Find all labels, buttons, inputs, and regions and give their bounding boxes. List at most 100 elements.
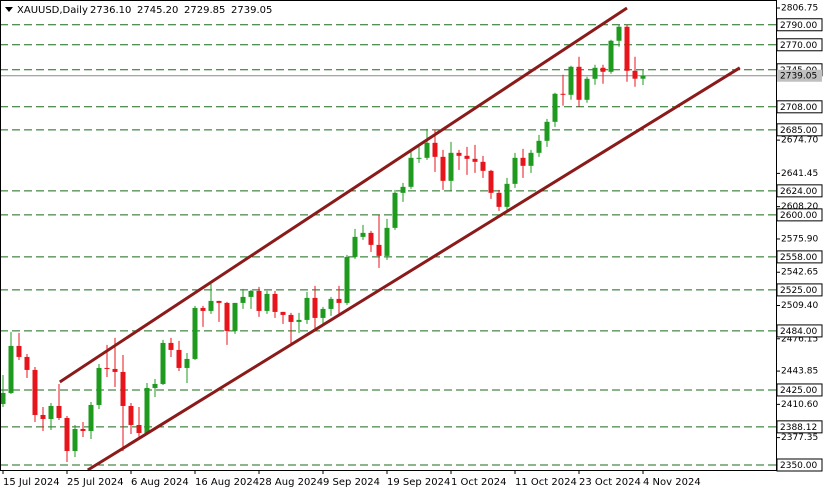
candle-body (120, 371, 126, 406)
x-tick-label: 4 Nov 2024 (643, 477, 701, 488)
level-label-box (776, 18, 823, 32)
trend-line (87, 66, 741, 472)
level-label-box (776, 250, 823, 264)
level-label: 2708.00 (780, 103, 817, 113)
level-label: 2600.00 (780, 211, 817, 221)
x-tick-label: 6 Aug 2024 (131, 477, 189, 488)
candle-body (128, 405, 134, 425)
candle-body (312, 297, 318, 318)
candle-body (528, 152, 534, 166)
candle-body (80, 428, 86, 431)
x-tick-label: 25 Jul 2024 (67, 477, 124, 488)
candle-body (72, 428, 78, 451)
candle-body (424, 142, 430, 158)
candle-body (56, 405, 62, 418)
candle-body (280, 311, 286, 315)
candle-body (488, 170, 494, 193)
y-tick-label: 2641.45 (781, 169, 818, 179)
candle-body (464, 155, 470, 159)
level-label-box (776, 38, 823, 52)
x-tick-label: 16 Aug 2024 (195, 477, 259, 488)
candle-body (208, 300, 214, 311)
x-tick-label: 19 Sep 2024 (387, 477, 450, 488)
candle-body (552, 93, 558, 122)
level-label-box (776, 283, 823, 297)
level-label-box (776, 420, 823, 434)
x-tick-label: 11 Oct 2024 (515, 477, 577, 488)
level-label-box (776, 184, 823, 198)
candle-body (32, 369, 38, 415)
candle-body (112, 368, 118, 372)
candle-body (288, 314, 294, 322)
candle-body (576, 66, 582, 100)
current-price-label: 2739.05 (780, 72, 817, 82)
ohlc-label: 2729.85 (184, 5, 225, 16)
y-tick-label: 2443.85 (781, 367, 818, 377)
candle-body (368, 232, 374, 245)
candle-body (0, 392, 6, 404)
x-tick-label: 1 Oct 2024 (451, 477, 506, 488)
candle-body (136, 424, 142, 433)
candle-body (632, 70, 638, 79)
candle-body (608, 40, 614, 72)
candle-body (232, 302, 238, 331)
candle-body (400, 186, 406, 193)
level-label-box (776, 383, 823, 397)
level-label: 2425.00 (780, 386, 817, 396)
candle-body (520, 157, 526, 166)
candle-body (48, 405, 54, 419)
candle-body (568, 66, 574, 95)
candle-body (512, 157, 518, 184)
candle-body (336, 298, 342, 303)
x-tick-label: 28 Aug 2024 (259, 477, 323, 488)
y-tick-label: 2509.40 (781, 301, 818, 311)
candle-body (248, 290, 254, 297)
candle-body (496, 192, 502, 207)
x-tick-label: 23 Oct 2024 (579, 477, 641, 488)
y-tick-label: 2377.35 (781, 433, 818, 443)
candle-body (408, 157, 414, 187)
level-label: 2525.00 (780, 286, 817, 296)
candle-body (616, 26, 622, 41)
level-label: 2350.00 (780, 461, 817, 471)
level-label-box (776, 208, 823, 222)
y-tick-label: 2575.90 (781, 234, 818, 244)
y-tick-label: 2410.60 (781, 400, 818, 410)
level-label: 2770.00 (780, 41, 817, 51)
candle-body (504, 183, 510, 207)
candle-body (272, 293, 278, 312)
candle-body (432, 142, 438, 157)
candle-body (560, 93, 566, 95)
y-tick-label: 2674.70 (781, 136, 818, 146)
level-label: 2388.12 (780, 423, 817, 433)
plot (0, 6, 776, 472)
menu-arrow (5, 7, 13, 12)
trend-line (58, 6, 628, 384)
level-label-box (776, 100, 823, 114)
candle-body (160, 342, 166, 384)
candle-body (144, 387, 150, 433)
level-label-box (776, 458, 823, 472)
candle-body (88, 404, 94, 431)
y-tick-label: 2542.65 (781, 268, 818, 278)
candle-body (544, 121, 550, 141)
candle-body (152, 383, 158, 388)
candle-body (536, 140, 542, 153)
candle-body (64, 417, 70, 451)
candle-body (344, 256, 350, 303)
ohlc-label: 2745.20 (137, 5, 178, 16)
candle-body (168, 342, 174, 350)
candle-body (480, 161, 486, 171)
y-tick-label: 2608.20 (781, 202, 818, 212)
candle-body (352, 236, 358, 257)
candle-body (472, 158, 478, 162)
candle-body (640, 75, 646, 79)
chart-title: XAUUSD,Daily (17, 5, 88, 16)
candle-body (328, 298, 334, 309)
candle-body (416, 157, 422, 159)
candle-body (224, 302, 230, 331)
candle-body (392, 192, 398, 228)
x-tick-label: 15 Jul 2024 (3, 477, 60, 488)
